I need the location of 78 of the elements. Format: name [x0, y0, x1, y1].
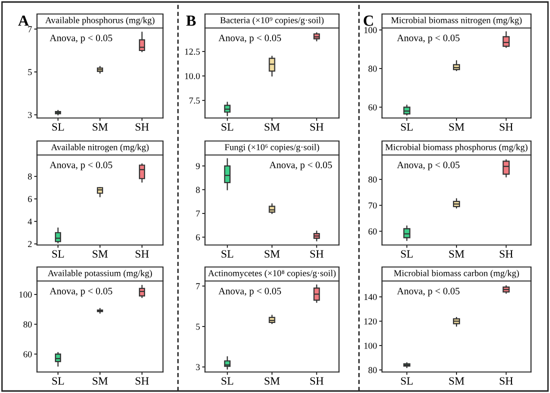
y-tick-label: 8: [196, 186, 200, 193]
y-tick-label: 7: [196, 210, 200, 217]
x-tick-label: SL: [401, 377, 413, 385]
chart-title: Available phosphorus (mg/kg): [45, 16, 154, 26]
y-tick-label: 80: [368, 66, 377, 72]
annotation: Anova, p < 0.05: [50, 288, 112, 296]
x-tick-label: SH: [310, 250, 324, 258]
x-tick-label: SL: [222, 250, 234, 258]
annotation: Anova, p < 0.05: [50, 34, 112, 44]
y-tick-label: 6: [28, 196, 32, 202]
chart-title: Bacteria (×10⁹ copies/g·soil): [220, 16, 324, 26]
y-tick-label: 6: [196, 234, 200, 240]
y-tick-label: 140: [364, 294, 377, 300]
y-tick-label: 80: [23, 321, 32, 328]
x-tick-label: SL: [401, 250, 413, 258]
annotation: Anova, p < 0.05: [396, 288, 460, 296]
y-tick-label: 80: [368, 176, 377, 183]
annotation: Anova, p < 0.05: [50, 162, 112, 170]
x-tick-label: SH: [500, 123, 513, 131]
annotation: Anova, p < 0.05: [218, 288, 282, 296]
y-tick-label: 80: [368, 367, 377, 374]
y-tick-label: 9: [196, 163, 200, 170]
y-tick-label: 100: [364, 342, 377, 349]
x-tick-label: SH: [136, 377, 149, 385]
x-tick-label: SL: [52, 377, 64, 385]
y-tick-label: 10.0: [185, 73, 200, 80]
x-tick-label: SM: [264, 250, 280, 258]
y-tick-label: 7: [196, 283, 200, 290]
chart-title: Microbial biomass phosphorus (mg/kg): [385, 144, 528, 152]
annotation: Anova, p < 0.05: [396, 34, 460, 44]
y-tick-label: 100: [19, 292, 32, 298]
annotation: Anova, p < 0.05: [269, 162, 332, 170]
chart-title: Fungi (×10⁶ copies/g·soil): [224, 144, 320, 152]
x-tick-label: SM: [264, 123, 280, 131]
x-tick-label: SM: [92, 250, 108, 258]
x-tick-label: SH: [500, 250, 513, 258]
text: A: [18, 16, 29, 26]
y-tick-label: 60: [24, 351, 32, 358]
x-tick-label: SL: [401, 123, 413, 131]
chart-title: Microbial biomass carbon (mg/kg): [394, 270, 519, 278]
text: B: [186, 16, 196, 26]
text: C: [364, 16, 373, 26]
y-tick-label: 60: [368, 104, 377, 110]
x-tick-label: SM: [92, 123, 108, 131]
x-tick-label: SM: [449, 250, 464, 258]
y-tick-label: 3: [28, 112, 32, 118]
chart-title: Microbial biomass nitrogen (mg/kg): [391, 16, 522, 26]
chart-title: Available potassium (mg/kg): [48, 270, 152, 278]
x-tick-label: SL: [52, 250, 64, 258]
annotation: Anova, p < 0.05: [396, 162, 460, 170]
y-tick-label: 100: [364, 27, 377, 34]
x-tick-label: SH: [310, 123, 324, 131]
x-tick-label: SL: [222, 377, 234, 385]
x-tick-label: SM: [264, 377, 280, 385]
x-tick-label: SH: [310, 377, 324, 385]
y-tick-label: 5: [196, 324, 200, 330]
y-tick-label: 60: [368, 228, 377, 234]
chart-title: Actinomycetes (×10⁸ copies/g·soil): [208, 270, 336, 278]
chart-title: Available nitrogen (mg/kg): [51, 144, 149, 152]
y-tick-label: 120: [364, 318, 377, 324]
y-tick-label: 7: [28, 26, 32, 32]
y-tick-label: 8: [28, 174, 32, 180]
x-tick-label: SM: [449, 377, 464, 385]
y-tick-label: 70: [368, 202, 377, 209]
x-tick-label: SH: [136, 250, 149, 258]
y-tick-label: 3: [196, 364, 200, 370]
y-tick-label: 7.5: [189, 98, 200, 104]
y-tick-label: 5: [28, 69, 32, 76]
x-tick-label: SH: [500, 377, 513, 385]
x-tick-label: SL: [52, 123, 64, 131]
y-tick-label: 12.5: [185, 48, 200, 55]
x-tick-label: SL: [222, 123, 234, 131]
y-tick-label: 4: [28, 218, 32, 225]
x-tick-label: SM: [449, 123, 464, 131]
y-tick-label: 2: [28, 241, 32, 248]
x-tick-label: SM: [92, 377, 108, 385]
x-tick-label: SH: [136, 123, 149, 131]
annotation: Anova, p < 0.05: [218, 34, 282, 44]
